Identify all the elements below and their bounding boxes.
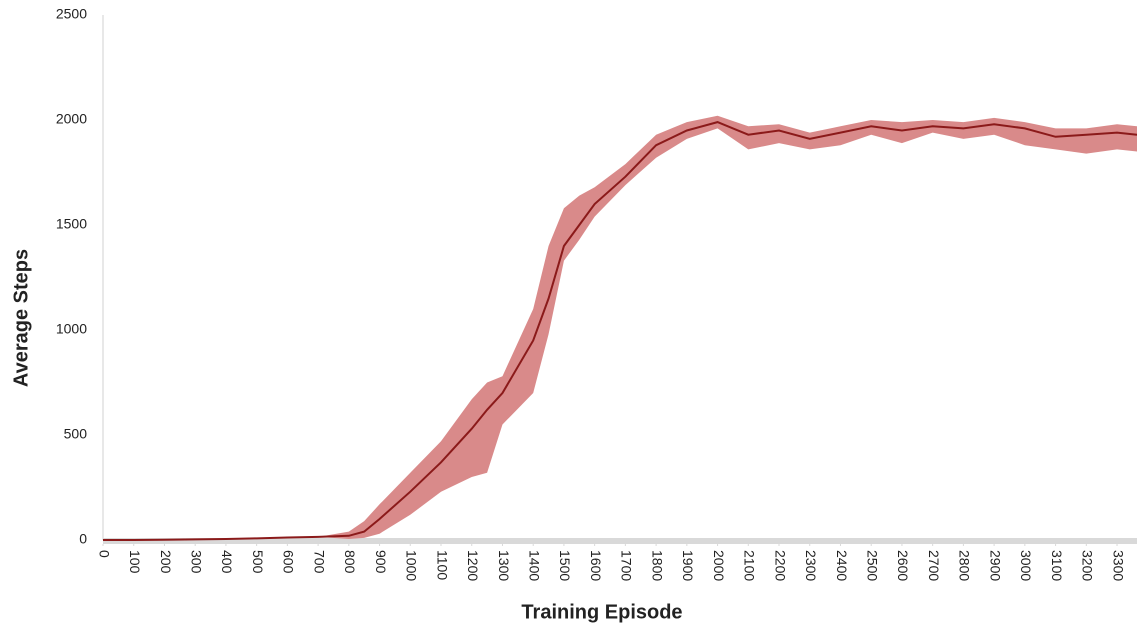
x-tick-label: 1900 (680, 550, 696, 581)
x-tick-label: 500 (250, 550, 266, 574)
x-tick-label: 2000 (711, 550, 727, 581)
x-tick-label: 0 (96, 550, 112, 558)
x-tick-label: 900 (373, 550, 389, 574)
x-tick-label: 2500 (864, 550, 880, 581)
x-tick-label: 700 (311, 550, 327, 574)
x-tick-label: 300 (188, 550, 204, 574)
y-tick-label: 0 (79, 531, 87, 547)
y-tick-label: 2500 (56, 6, 87, 22)
x-tick-label: 600 (281, 550, 297, 574)
x-tick-label: 2700 (926, 550, 942, 581)
x-tick-label: 1100 (434, 550, 450, 580)
x-tick-label: 1700 (619, 550, 635, 581)
x-tick-label: 3200 (1080, 550, 1096, 581)
y-tick-label: 1000 (56, 321, 87, 337)
x-tick-label: 2400 (834, 550, 850, 581)
x-tick-label: 3300 (1110, 550, 1126, 581)
y-tick-label: 1500 (56, 216, 87, 232)
x-tick-label: 2100 (742, 550, 758, 581)
x-tick-label: 1300 (496, 550, 512, 581)
y-axis-title: Average Steps (10, 249, 32, 387)
y-tick-label: 2000 (56, 111, 87, 127)
x-tick-label: 1200 (465, 550, 481, 581)
x-tick-label: 100 (127, 550, 143, 574)
x-axis-title: Training Episode (521, 601, 682, 623)
x-tick-label: 2900 (987, 550, 1003, 581)
mean-line (103, 121, 1137, 541)
x-tick-label: 1800 (649, 550, 665, 581)
x-tick-label: 200 (158, 550, 174, 574)
x-tick-label: 2200 (772, 550, 788, 581)
x-tick-label: 2300 (803, 550, 819, 581)
x-tick-label: 1000 (404, 550, 420, 581)
band (103, 115, 1137, 541)
x-tick-label: 2600 (895, 550, 911, 581)
x-tick-label: 1400 (526, 550, 542, 581)
x-tick-label: 400 (219, 550, 235, 574)
x-axis-line (103, 538, 1137, 544)
x-tick-label: 1500 (557, 550, 573, 581)
x-tick-label: 2800 (957, 550, 973, 581)
x-tick-label: 800 (342, 550, 358, 574)
y-tick-label: 500 (64, 426, 88, 442)
x-tick-label: 1600 (588, 550, 604, 581)
x-tick-label: 3100 (1049, 550, 1065, 581)
x-tick-label: 3000 (1018, 550, 1034, 581)
